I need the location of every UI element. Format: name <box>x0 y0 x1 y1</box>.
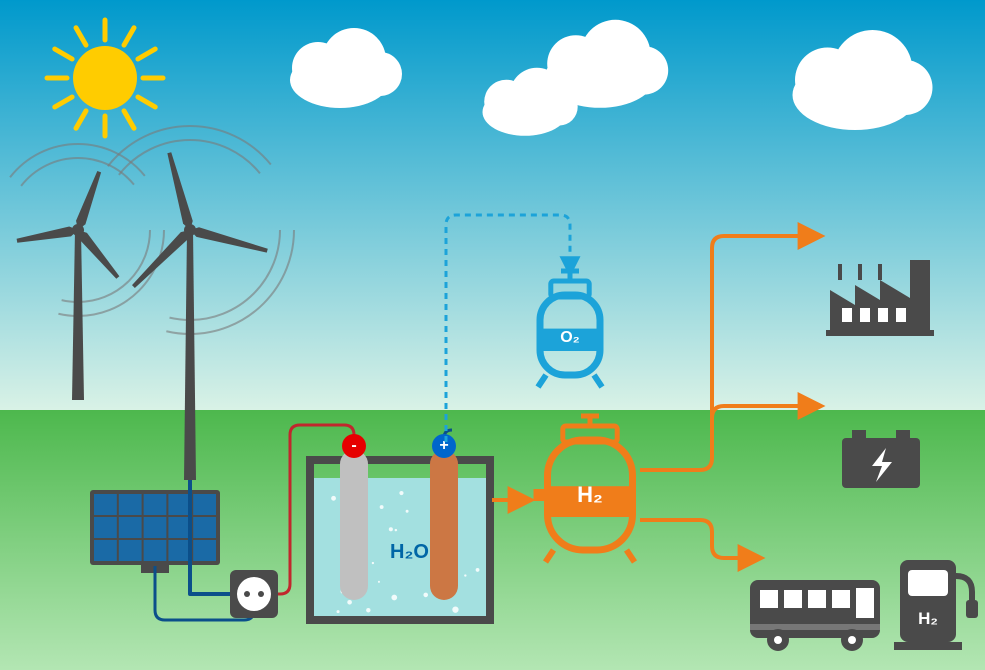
diagram-canvas: -+H₂OO₂H₂H₂ <box>0 0 985 670</box>
hydrogen-infographic: -+H₂OO₂H₂H₂ <box>0 0 985 670</box>
svg-text:H₂: H₂ <box>577 482 603 507</box>
svg-text:H₂O: H₂O <box>390 541 429 563</box>
svg-text:O₂: O₂ <box>560 329 580 346</box>
svg-text:H₂: H₂ <box>918 609 938 628</box>
svg-text:-: - <box>351 437 356 454</box>
